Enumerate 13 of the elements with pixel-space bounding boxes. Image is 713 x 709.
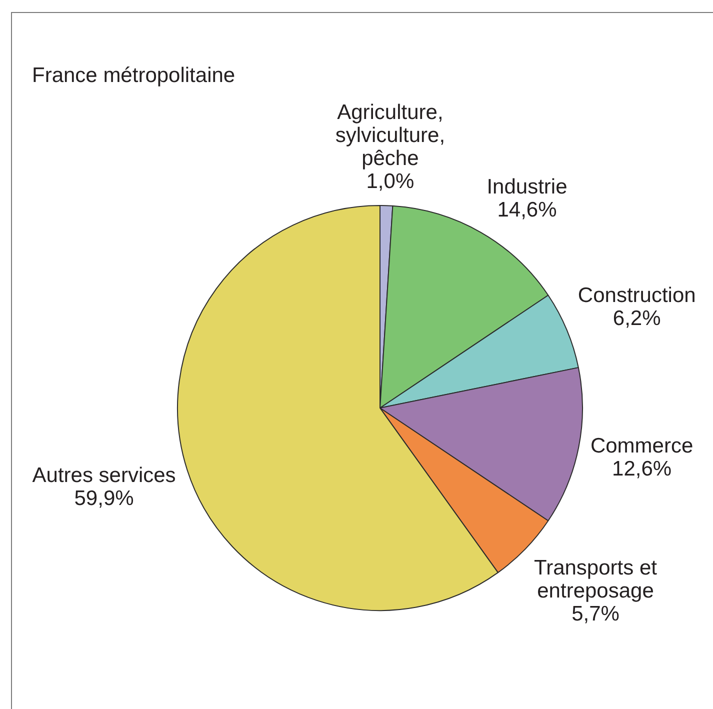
data-label: 12,6%	[612, 458, 672, 481]
data-label: 5,7%	[572, 602, 620, 626]
slice-label: Autres services	[32, 464, 176, 488]
slice-label: Industrie	[486, 175, 568, 198]
slice-label: Transports et entreposage	[534, 556, 658, 603]
slice-label: Agriculture, sylviculture, pêche	[335, 100, 446, 170]
data-label: 14,6%	[497, 198, 557, 222]
data-label: 59,9%	[74, 487, 134, 510]
data-label: 6,2%	[612, 306, 661, 330]
slice-label: Commerce	[590, 434, 694, 458]
data-label: 1,0%	[366, 170, 414, 193]
slice-label: Construction	[578, 284, 696, 307]
chart-title: France métropolitaine	[32, 64, 236, 87]
